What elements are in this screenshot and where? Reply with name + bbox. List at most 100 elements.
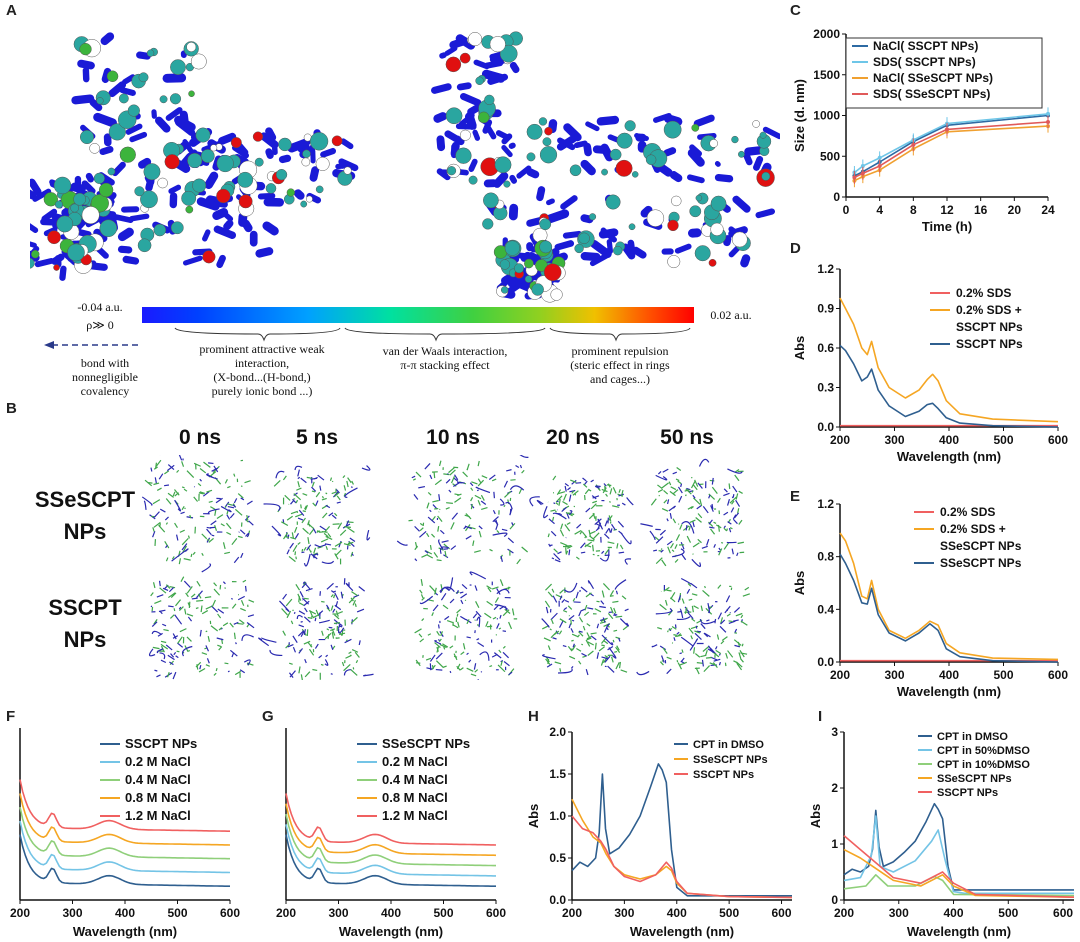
md-strand [461,584,468,590]
md-strand [297,541,301,545]
md-strand [689,519,696,524]
md-strand [298,509,305,516]
md-strand [431,612,434,617]
md-strand [607,612,614,620]
molecule-atom [309,132,329,151]
md-strand [200,605,203,613]
molecule-bond [32,188,52,202]
md-strand [347,477,352,484]
md-strand [734,474,740,482]
md-strand [723,525,726,529]
md-strand [706,539,710,546]
md-strand [600,600,605,605]
md-strand [690,635,694,640]
legend-label: SSCPT NPs [693,769,754,781]
md-strand [339,623,343,627]
md-strand [429,654,436,662]
molecule-bond [444,45,458,56]
md-strand [661,482,669,489]
molecule-atom [445,56,462,73]
md-strand [334,541,343,547]
md-chain [174,614,182,625]
md-strand [673,637,676,641]
md-strand [737,508,740,514]
md-strand [564,599,570,603]
md-strand [435,652,443,660]
md-strand [222,581,226,585]
md-strand [510,479,516,481]
md-strand [165,544,168,549]
md-strand [170,614,175,619]
md-chain [689,638,699,651]
md-strand [704,585,706,589]
molecule-atom [278,137,292,152]
md-strand [446,502,453,504]
molecule-bond [129,213,150,222]
md-strand [450,545,457,551]
md-strand [608,515,613,521]
md-strand [732,619,739,622]
md-strand [331,491,336,495]
md-chain [626,497,634,506]
md-strand [659,661,664,666]
legend-label: SSeSCPT NPs [940,556,1022,570]
molecule-atom [300,200,308,208]
md-strand [477,642,485,647]
molecule-bond [93,112,117,128]
molecule-atom [79,43,92,56]
molecule-atom [694,245,711,262]
md-strand [175,655,179,659]
md-strand [508,621,513,630]
md-strand [177,636,183,644]
md-chain [207,508,220,515]
molecule-bond [687,148,705,167]
md-strand [550,612,558,621]
x-tick-label: 4 [876,203,883,217]
y-tick-label: 2000 [813,27,840,41]
legend-label: 0.2 M NaCl [382,754,448,769]
md-strand [703,632,709,638]
md-strand [457,481,462,484]
md-strand [734,644,740,648]
md-strand [594,642,597,650]
md-strand [183,580,191,588]
molecule-atom [624,120,636,132]
md-strand [303,546,307,551]
md-strand [547,658,550,664]
data-point [1046,120,1050,125]
md-strand [653,549,658,552]
molecule-atom [275,169,288,181]
md-time-50: 50 ns [660,426,714,449]
md-strand [419,527,424,532]
md-strand [197,482,202,487]
md-strand [152,582,156,589]
molecule-bond [590,240,612,259]
md-strand [421,618,425,622]
md-strand [503,480,509,488]
md-strand [193,462,201,467]
md-chain [707,602,710,614]
molecule-atom [544,127,553,136]
md-strand [576,523,582,529]
md-chain [655,474,668,481]
md-strand [493,491,495,499]
md-chain [294,465,303,471]
md-strand [563,607,568,611]
data-point [852,175,857,180]
molecule-atom [489,36,506,53]
y-tick-label: 500 [820,149,840,163]
md-strand [500,555,503,562]
molecule-bond [255,247,274,258]
md-strand [195,607,199,610]
legend-label: CPT in 10%DMSO [937,759,1030,771]
md-strand [453,474,459,481]
md-strand [173,608,176,612]
md-strand [330,594,334,598]
md-strand [726,613,731,617]
md-strand [283,532,289,540]
md-strand [164,540,170,549]
md-strand [588,529,591,537]
md-strand [735,612,743,617]
md-strand [661,559,667,567]
